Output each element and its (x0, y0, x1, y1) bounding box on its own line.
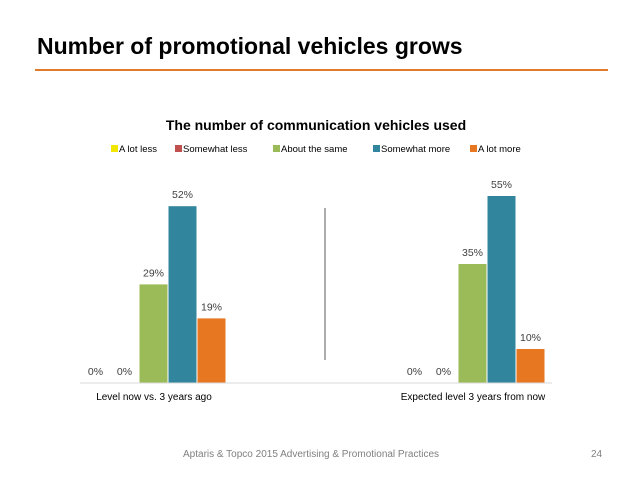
legend-swatch (373, 145, 380, 152)
data-label: 0% (117, 366, 132, 378)
data-label: 35% (462, 247, 483, 259)
data-label: 55% (491, 179, 512, 191)
chart-title: The number of communication vehicles use… (166, 117, 466, 133)
legend-swatch (111, 145, 118, 152)
category-label: Expected level 3 years from now (401, 392, 546, 403)
bar (168, 206, 197, 383)
category-axis-labels: Level now vs. 3 years ago Expected level … (96, 392, 546, 403)
bar (516, 349, 545, 383)
chart-legend: A lot less Somewhat less About the same Som… (111, 144, 521, 155)
legend-label: Somewhat more (381, 144, 450, 155)
legend-label: A lot less (119, 144, 157, 155)
data-label: 19% (201, 301, 222, 313)
bar (487, 196, 516, 383)
bar-chart: The number of communication vehicles use… (80, 117, 552, 403)
legend-swatch (273, 145, 280, 152)
legend-label: A lot more (478, 144, 521, 155)
data-label: 0% (88, 366, 103, 378)
slide-title: Number of promotional vehicles grows (37, 33, 463, 59)
data-label: 29% (143, 267, 164, 279)
page-number: 24 (591, 449, 603, 460)
footer-text: Aptaris & Topco 2015 Advertising & Promo… (183, 449, 440, 460)
bar (458, 264, 487, 383)
legend-swatch (175, 145, 182, 152)
category-label: Level now vs. 3 years ago (96, 392, 212, 403)
data-label: 10% (520, 332, 541, 344)
legend-label: Somewhat less (183, 144, 248, 155)
bar (139, 284, 168, 383)
data-label-group: 0% 0% 29% 52% 19% 0% 0% 35% 55% 10% (88, 179, 541, 378)
data-label: 0% (436, 366, 451, 378)
legend-swatch (470, 145, 477, 152)
bar (197, 318, 226, 383)
data-label: 52% (172, 189, 193, 201)
data-label: 0% (407, 366, 422, 378)
title-divider (35, 69, 608, 71)
legend-label: About the same (281, 144, 348, 155)
bar-group (139, 196, 545, 383)
